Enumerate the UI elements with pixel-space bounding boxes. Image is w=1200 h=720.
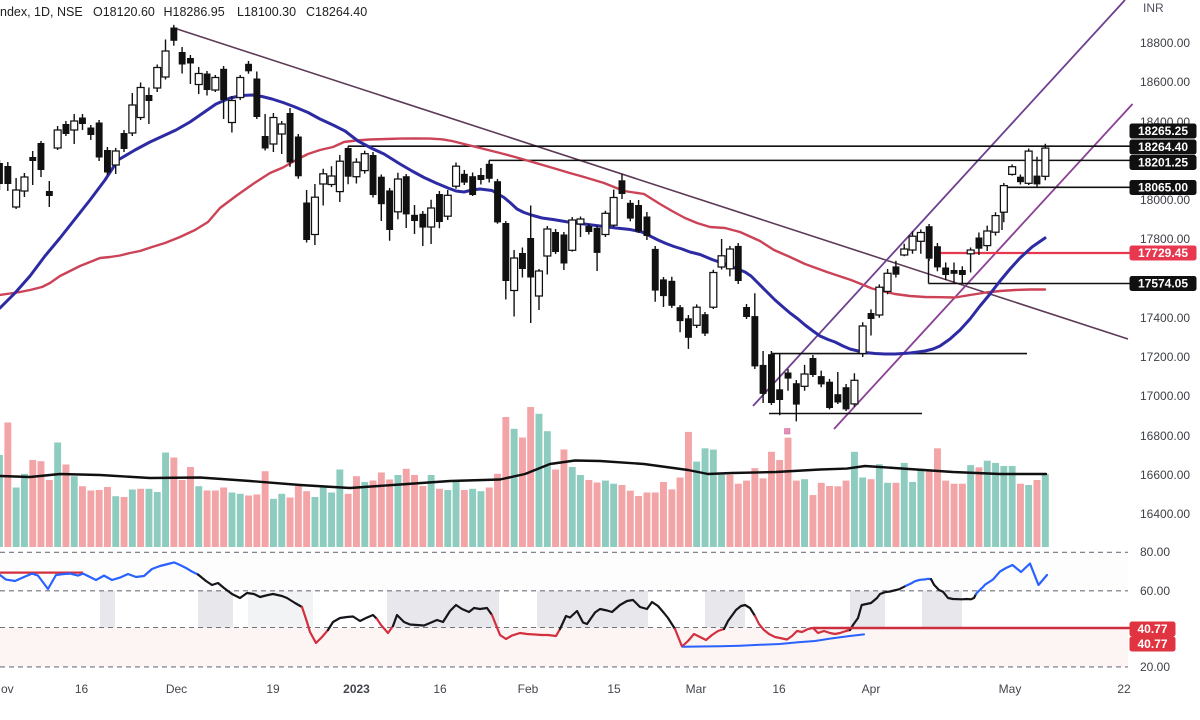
svg-text:16800.00: 16800.00: [1140, 429, 1190, 443]
svg-text:18201.25: 18201.25: [1138, 156, 1188, 170]
svg-text:80.00: 80.00: [1140, 545, 1170, 559]
svg-text:18000.00: 18000.00: [1140, 193, 1190, 207]
svg-text:ndex, 1D, NSE: ndex, 1D, NSE: [0, 5, 83, 19]
svg-text:ov: ov: [1, 682, 14, 696]
svg-text:60.00: 60.00: [1140, 584, 1170, 598]
svg-text:16: 16: [772, 682, 786, 696]
svg-text:17200.00: 17200.00: [1140, 350, 1190, 364]
svg-text:Dec: Dec: [166, 682, 187, 696]
svg-text:40.77: 40.77: [1137, 637, 1167, 651]
svg-text:INR: INR: [1143, 1, 1164, 15]
svg-text:Mar: Mar: [686, 682, 707, 696]
svg-text:18265.25: 18265.25: [1138, 124, 1188, 138]
svg-text:15: 15: [607, 682, 621, 696]
svg-text:16400.00: 16400.00: [1140, 507, 1190, 521]
svg-text:19: 19: [266, 682, 280, 696]
svg-text:18065.00: 18065.00: [1138, 181, 1188, 195]
svg-text:C18264.40: C18264.40: [306, 5, 367, 19]
svg-text:2023: 2023: [343, 682, 370, 696]
svg-text:L18100.30: L18100.30: [237, 5, 296, 19]
svg-text:22: 22: [1117, 682, 1131, 696]
svg-text:16: 16: [75, 682, 89, 696]
svg-text:17000.00: 17000.00: [1140, 389, 1190, 403]
svg-text:H18286.95: H18286.95: [164, 5, 225, 19]
svg-text:16600.00: 16600.00: [1140, 468, 1190, 482]
svg-text:Apr: Apr: [862, 682, 881, 696]
svg-text:18264.40: 18264.40: [1138, 140, 1188, 154]
svg-text:16: 16: [433, 682, 447, 696]
svg-text:May: May: [999, 682, 1022, 696]
svg-text:18600.00: 18600.00: [1140, 75, 1190, 89]
svg-text:17400.00: 17400.00: [1140, 311, 1190, 325]
svg-text:O18120.60: O18120.60: [93, 5, 155, 19]
svg-text:17574.05: 17574.05: [1138, 277, 1188, 291]
svg-text:17800.00: 17800.00: [1140, 232, 1190, 246]
svg-text:40.77: 40.77: [1137, 622, 1167, 636]
svg-text:20.00: 20.00: [1140, 660, 1170, 674]
svg-text:Feb: Feb: [518, 682, 539, 696]
svg-text:17729.45: 17729.45: [1138, 246, 1188, 260]
svg-text:18800.00: 18800.00: [1140, 36, 1190, 50]
